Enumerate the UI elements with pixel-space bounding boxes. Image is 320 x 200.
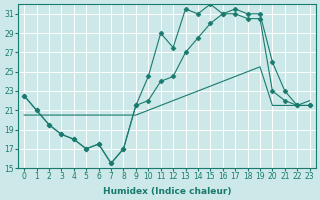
X-axis label: Humidex (Indice chaleur): Humidex (Indice chaleur) — [103, 187, 231, 196]
